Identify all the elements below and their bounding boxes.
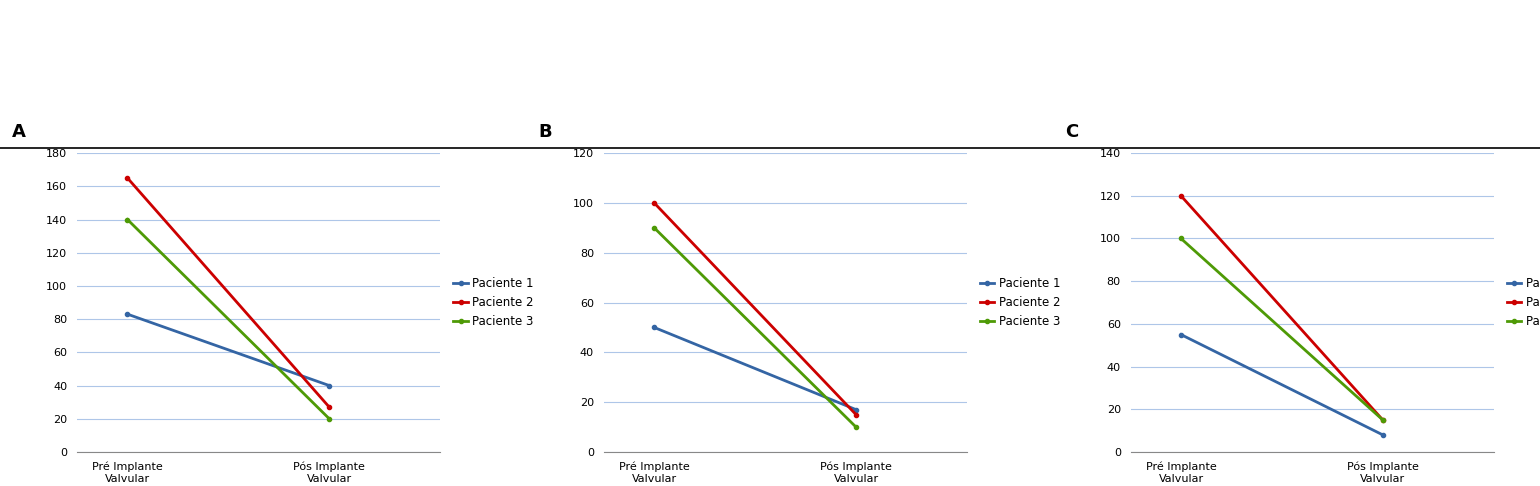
Text: C: C xyxy=(1066,123,1078,141)
Legend: Paciente 1, Paciente 2, Paciente 3: Paciente 1, Paciente 2, Paciente 3 xyxy=(1508,277,1540,328)
Legend: Paciente 1, Paciente 2, Paciente 3: Paciente 1, Paciente 2, Paciente 3 xyxy=(453,277,534,328)
Text: B: B xyxy=(539,123,551,141)
Text: A: A xyxy=(12,123,26,141)
Legend: Paciente 1, Paciente 2, Paciente 3: Paciente 1, Paciente 2, Paciente 3 xyxy=(979,277,1061,328)
